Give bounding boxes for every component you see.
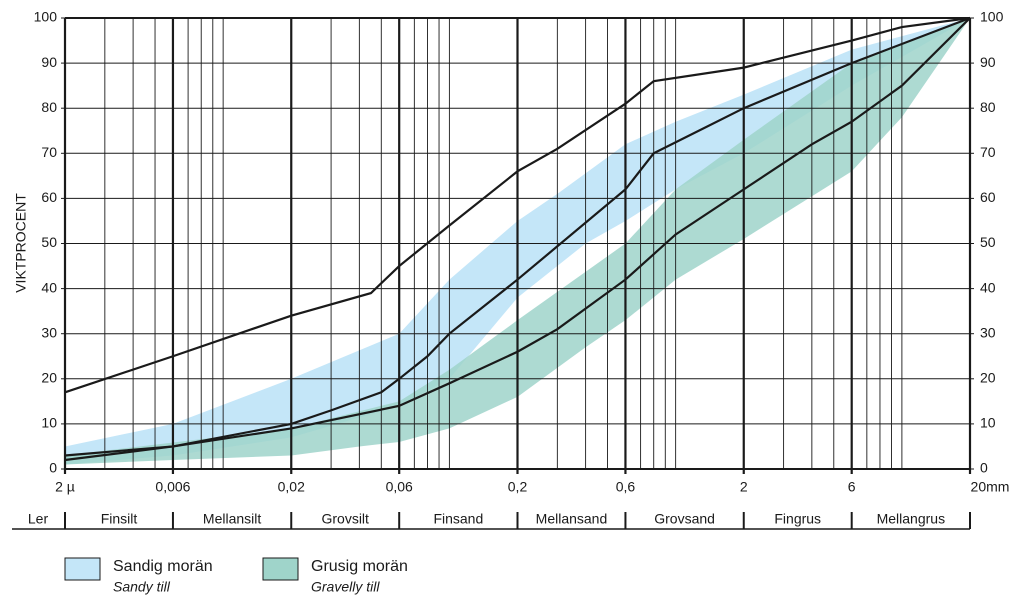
y-tick-label-right: 50 bbox=[980, 234, 996, 250]
y-tick-label: 0 bbox=[49, 460, 57, 476]
legend-swatch bbox=[262, 557, 299, 581]
y-tick-label-right: 70 bbox=[980, 144, 996, 160]
x-tick-label: 0,02 bbox=[278, 479, 305, 495]
y-tick-label: 90 bbox=[41, 54, 57, 70]
fraction-label: Fingrus bbox=[774, 511, 821, 527]
x-tick-label: 2 µ bbox=[55, 479, 75, 495]
fraction-label: Finsand bbox=[433, 511, 483, 527]
y-tick-label: 100 bbox=[34, 9, 58, 25]
x-tick-label: 0,2 bbox=[508, 479, 528, 495]
x-tick-label: 2 bbox=[740, 479, 748, 495]
fraction-label: Grovsand bbox=[654, 511, 715, 527]
y-tick-label: 80 bbox=[41, 99, 57, 115]
fraction-label: Mellangrus bbox=[877, 511, 945, 527]
fraction-label: Mellansand bbox=[536, 511, 608, 527]
fraction-label: Finsilt bbox=[101, 511, 138, 527]
y-tick-label: 50 bbox=[41, 234, 57, 250]
fraction-label: Mellansilt bbox=[203, 511, 261, 527]
y-tick-label-right: 60 bbox=[980, 189, 996, 205]
y-tick-label-right: 90 bbox=[980, 54, 996, 70]
x-tick-label: 0,006 bbox=[155, 479, 190, 495]
y-tick-label-right: 40 bbox=[980, 279, 996, 295]
y-tick-label-right: 20 bbox=[980, 370, 996, 386]
y-tick-label-right: 0 bbox=[980, 460, 988, 476]
y-tick-label: 60 bbox=[41, 189, 57, 205]
x-tick-label: 6 bbox=[848, 479, 856, 495]
grading-curve bbox=[64, 16, 971, 457]
legend-label: Sandig morän bbox=[113, 558, 213, 575]
y-tick-label-right: 80 bbox=[980, 99, 996, 115]
y-tick-label: 30 bbox=[41, 324, 57, 340]
legend-sublabel: Sandy till bbox=[113, 579, 171, 595]
legend-label: Grusig morän bbox=[311, 558, 408, 575]
fraction-label: Grovsilt bbox=[321, 511, 369, 527]
x-tick-label: 0,6 bbox=[616, 479, 636, 495]
y-tick-label: 40 bbox=[41, 279, 57, 295]
y-tick-label: 10 bbox=[41, 415, 57, 431]
y-tick-label-right: 30 bbox=[980, 324, 996, 340]
y-tick-label: 20 bbox=[41, 370, 57, 386]
grading-curve bbox=[64, 16, 971, 394]
y-tick-label: 70 bbox=[41, 144, 57, 160]
grading-curve bbox=[64, 17, 971, 462]
y-tick-label-right: 10 bbox=[980, 415, 996, 431]
y-tick-label-right: 100 bbox=[980, 9, 1004, 25]
legend-sublabel: Gravelly till bbox=[311, 579, 380, 595]
fraction-label: Ler bbox=[28, 511, 49, 527]
x-tick-label: 20mm bbox=[971, 479, 1010, 495]
y-axis-label: VIKTPROCENT bbox=[13, 193, 29, 293]
x-tick-label: 0,06 bbox=[386, 479, 413, 495]
legend-swatch bbox=[64, 557, 101, 581]
